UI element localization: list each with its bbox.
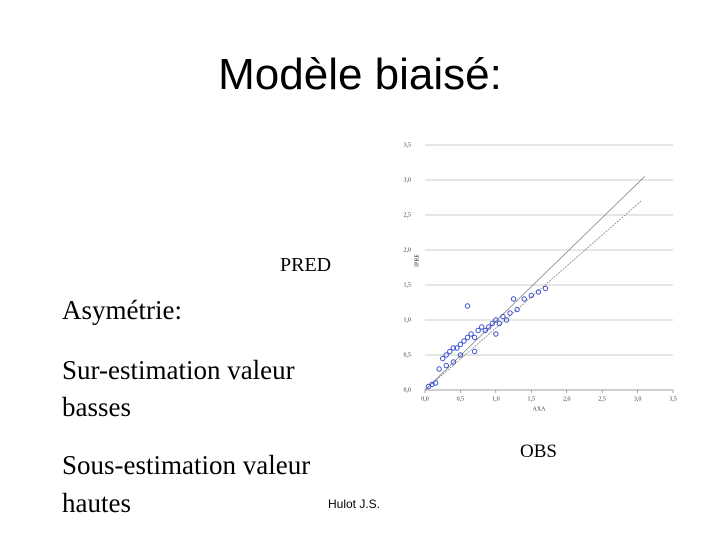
point bbox=[542, 285, 549, 292]
point bbox=[447, 348, 453, 355]
y-axis-title: IPRE bbox=[414, 254, 420, 267]
x-tick-label: 3,5 bbox=[669, 396, 677, 402]
point bbox=[461, 338, 467, 344]
point bbox=[500, 313, 506, 320]
point bbox=[482, 327, 488, 334]
point bbox=[528, 292, 534, 299]
point bbox=[493, 331, 499, 337]
point bbox=[457, 341, 464, 348]
x-tick-label: 2,0 bbox=[563, 396, 571, 402]
point bbox=[489, 320, 496, 327]
y-tick-label: 1,5 bbox=[404, 282, 412, 288]
bullet: Sur-estimation valeur bbox=[62, 355, 295, 385]
bullet: Sous-estimation valeur bbox=[62, 450, 311, 480]
x-tick-label: 0,0 bbox=[421, 396, 429, 402]
point bbox=[510, 296, 517, 302]
point bbox=[450, 345, 457, 351]
y-tick-label: 0,0 bbox=[404, 387, 412, 393]
point bbox=[464, 334, 471, 341]
point bbox=[450, 359, 457, 365]
point bbox=[464, 303, 471, 309]
point bbox=[443, 362, 449, 369]
x-tick-label: 0,5 bbox=[457, 396, 465, 402]
x-tick-label: 1,0 bbox=[492, 396, 500, 402]
y-tick-label: 1,0 bbox=[404, 317, 412, 323]
point bbox=[440, 355, 446, 362]
point bbox=[457, 352, 464, 358]
y-tick-label: 3,5 bbox=[404, 142, 412, 148]
point bbox=[486, 324, 492, 330]
point bbox=[478, 324, 485, 330]
author: Hulot J.S. bbox=[328, 497, 381, 511]
y-tick-label: 3,0 bbox=[404, 177, 412, 183]
y-tick-label: 2,0 bbox=[404, 247, 412, 253]
point bbox=[514, 306, 520, 313]
point bbox=[436, 366, 442, 372]
x-tick-label: 3,0 bbox=[634, 396, 642, 402]
point bbox=[535, 289, 542, 295]
point bbox=[468, 331, 474, 337]
point bbox=[471, 334, 478, 341]
x-axis-title: AXA bbox=[533, 406, 547, 412]
point bbox=[503, 317, 510, 323]
x-tick-label: 2,5 bbox=[598, 396, 606, 402]
point bbox=[493, 317, 499, 323]
bullet: hautes bbox=[62, 488, 131, 518]
point bbox=[471, 348, 478, 355]
point bbox=[475, 327, 481, 334]
y-label: PRED bbox=[280, 254, 332, 276]
y-tick-label: 2,5 bbox=[404, 212, 412, 218]
x-tick-label: 1,5 bbox=[528, 396, 536, 402]
point bbox=[521, 296, 527, 302]
y-tick-label: 0,5 bbox=[404, 352, 412, 358]
bullet: basses bbox=[62, 392, 131, 422]
point bbox=[454, 345, 460, 351]
fit-line bbox=[424, 176, 645, 391]
slide-title: Modèle biaisé: bbox=[218, 50, 502, 99]
x-label: OBS bbox=[520, 441, 557, 462]
point bbox=[443, 352, 449, 358]
point bbox=[432, 380, 439, 386]
point bbox=[496, 320, 503, 327]
bullet: Asymétrie: bbox=[62, 295, 182, 325]
point bbox=[507, 310, 513, 316]
